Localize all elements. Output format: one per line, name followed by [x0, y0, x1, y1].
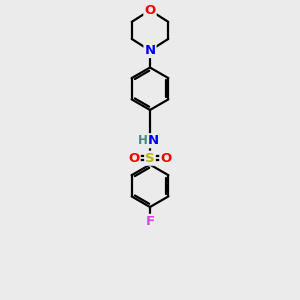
Text: N: N	[144, 44, 156, 57]
Text: S: S	[145, 152, 155, 165]
Text: O: O	[160, 152, 172, 165]
Text: H: H	[138, 134, 148, 147]
Text: O: O	[128, 152, 140, 165]
Text: N: N	[148, 134, 159, 147]
Text: O: O	[144, 4, 156, 17]
Text: F: F	[146, 215, 154, 228]
